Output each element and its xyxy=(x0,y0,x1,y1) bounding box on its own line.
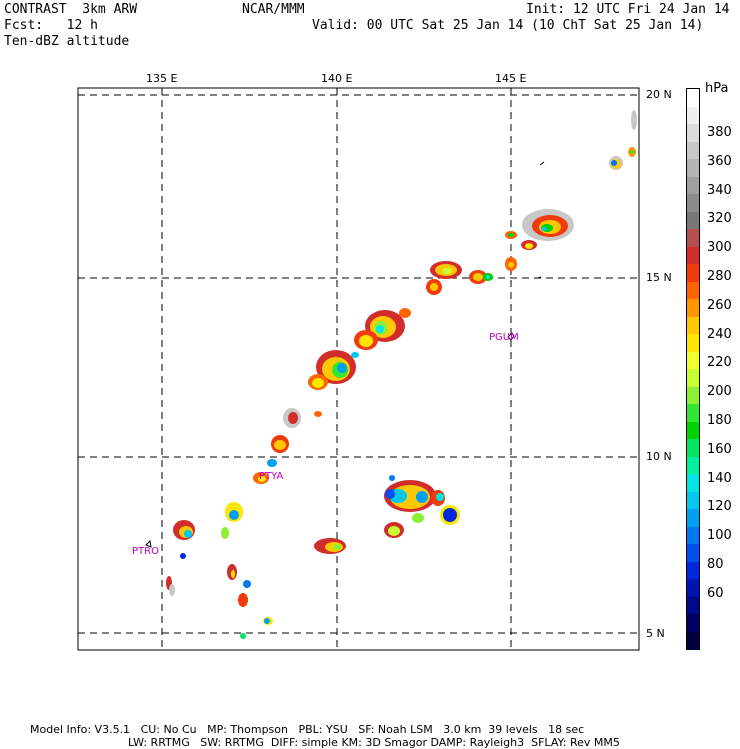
colorbar-segment xyxy=(687,439,699,458)
echo-cluster-central-2 xyxy=(308,350,359,390)
echo-cluster-15n xyxy=(426,261,493,295)
colorbar-segment xyxy=(687,509,699,528)
init-time: Init: 12 UTC Fri 24 Jan 14 xyxy=(526,2,730,17)
lon-label-140: 140 E xyxy=(321,72,353,85)
colorbar-segment xyxy=(687,229,699,248)
footer-mp: MP: Thompson xyxy=(207,723,288,736)
model-title: CONTRAST 3km ARW xyxy=(4,2,138,17)
footer-cu: CU: No Cu xyxy=(140,723,197,736)
colorbar-segment xyxy=(687,316,699,335)
colorbar-segment xyxy=(687,194,699,213)
footer-line-2: LW: RRTMG SW: RRTMG DIFF: simple KM: 3D … xyxy=(128,725,620,749)
colorbar-segment xyxy=(687,421,699,440)
footer-pbl: PBL: YSU xyxy=(298,723,348,736)
colorbar-tick-label: 160 xyxy=(707,441,732,457)
colorbar-segment xyxy=(687,369,699,388)
lat-label-15n: 15 N xyxy=(646,271,672,284)
echo-cluster-se xyxy=(384,475,460,538)
colorbar-segment xyxy=(687,124,699,143)
colorbar-segment xyxy=(687,474,699,493)
map-frame xyxy=(77,87,640,651)
echo-cluster-central-3 xyxy=(253,408,322,484)
colorbar-segment xyxy=(687,561,699,580)
footer-diff: DIFF: simple xyxy=(270,736,338,749)
lat-label-10n: 10 N xyxy=(646,450,672,463)
colorbar xyxy=(686,88,700,650)
echo-cluster-ne-1 xyxy=(522,209,574,241)
colorbar-segment xyxy=(687,211,699,230)
colorbar-segment xyxy=(687,89,699,108)
colorbar-tick-label: 320 xyxy=(707,211,732,227)
colorbar-tick-label: 380 xyxy=(707,125,732,140)
echo-cluster-ne-2 xyxy=(505,231,537,271)
coastlines xyxy=(145,161,545,548)
echo-cluster-ne-3 xyxy=(609,110,637,170)
organization-label: NCAR/MMM xyxy=(242,2,305,17)
colorbar-segment xyxy=(687,281,699,300)
footer-levels: 39 levels xyxy=(488,723,538,736)
colorbar-segment xyxy=(687,456,699,475)
station-ptya: PTYA xyxy=(259,471,284,482)
lat-label-20n: 20 N xyxy=(646,88,672,101)
colorbar-segment xyxy=(687,404,699,423)
echo-cluster-central-1 xyxy=(354,308,411,350)
colorbar-segment xyxy=(687,386,699,405)
footer-resolution: 3.0 km xyxy=(443,723,482,736)
colorbar-tick-label: 180 xyxy=(707,413,732,428)
colorbar-segment xyxy=(687,631,699,650)
colorbar-tick-label: 260 xyxy=(707,297,732,313)
colorbar-tick-label: 280 xyxy=(707,269,732,284)
colorbar-tick-label: 80 xyxy=(707,557,724,572)
footer-sflay: SFLAY: Rev MM5 xyxy=(531,736,620,749)
colorbar-tick-label: 100 xyxy=(707,528,732,544)
colorbar-tick-label: 360 xyxy=(707,153,732,169)
footer-timestep: 18 sec xyxy=(548,723,585,736)
footer-km: KM: 3D Smagor xyxy=(341,736,427,749)
colorbar-segment xyxy=(687,264,699,283)
echo-cluster-sw xyxy=(166,502,346,639)
station-ptro: PTRO xyxy=(132,546,159,557)
footer-line-1: Model Info: V3.5.1 CU: No Cu MP: Thompso… xyxy=(30,712,584,736)
colorbar-segment xyxy=(687,544,699,563)
colorbar-tick-label: 200 xyxy=(707,384,732,400)
lat-label-5n: 5 N xyxy=(646,627,665,640)
colorbar-segment xyxy=(687,334,699,353)
colorbar-tick-label: 140 xyxy=(707,470,732,486)
footer-model-info: Model Info: V3.5.1 xyxy=(30,723,131,736)
colorbar-segment xyxy=(687,596,699,615)
lon-label-135: 135 E xyxy=(146,72,178,85)
colorbar-tick-label: 220 xyxy=(707,355,732,371)
colorbar-segment xyxy=(687,614,699,633)
colorbar-tick-label: 300 xyxy=(707,240,732,256)
colorbar-tick-label: 120 xyxy=(707,499,732,515)
colorbar-segment xyxy=(687,176,699,195)
station-pgum: PGUM xyxy=(489,332,519,343)
colorbar-segment xyxy=(687,491,699,510)
colorbar-segment xyxy=(687,579,699,598)
colorbar-segment xyxy=(687,106,699,125)
island-guam xyxy=(507,332,515,341)
reflectivity-echoes xyxy=(166,110,637,639)
colorbar-tick-label: 340 xyxy=(707,182,732,198)
footer-lw: LW: RRTMG xyxy=(128,736,190,749)
colorbar-segment xyxy=(687,299,699,318)
colorbar-segment xyxy=(687,141,699,160)
island-palau xyxy=(145,539,152,548)
colorbar-unit: hPa xyxy=(705,81,729,96)
colorbar-segment xyxy=(687,351,699,370)
colorbar-tick-label: 60 xyxy=(707,585,724,601)
forecast-hour: Fcst: 12 h xyxy=(4,18,98,33)
footer-sf: SF: Noah LSM xyxy=(358,723,433,736)
valid-time: Valid: 00 UTC Sat 25 Jan 14 (10 ChT Sat … xyxy=(312,18,704,33)
colorbar-segment xyxy=(687,246,699,265)
footer-damp: DAMP: Rayleigh3 xyxy=(430,736,525,749)
colorbar-segment xyxy=(687,526,699,545)
colorbar-tick-label: 240 xyxy=(707,326,732,342)
footer-sw: SW: RRTMG xyxy=(200,736,264,749)
colorbar-segment xyxy=(687,159,699,178)
lon-label-145: 145 E xyxy=(495,72,527,85)
field-name: Ten-dBZ altitude xyxy=(4,34,130,49)
